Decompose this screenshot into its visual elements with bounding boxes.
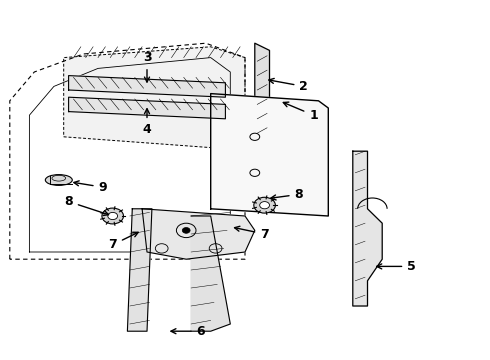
Polygon shape <box>211 94 328 216</box>
Text: 2: 2 <box>269 78 308 93</box>
Polygon shape <box>191 216 230 331</box>
Text: 1: 1 <box>283 102 318 122</box>
Text: 9: 9 <box>74 181 107 194</box>
Text: 7: 7 <box>235 226 269 240</box>
Polygon shape <box>69 97 225 119</box>
Circle shape <box>182 228 190 233</box>
Text: 5: 5 <box>377 260 416 273</box>
Polygon shape <box>142 209 255 259</box>
Text: 6: 6 <box>171 325 205 338</box>
Ellipse shape <box>45 175 73 185</box>
Circle shape <box>102 208 123 224</box>
Circle shape <box>260 202 270 209</box>
Text: 8: 8 <box>271 188 303 201</box>
Text: 8: 8 <box>64 195 109 216</box>
Text: 4: 4 <box>143 109 151 136</box>
Text: 7: 7 <box>108 232 138 251</box>
Polygon shape <box>64 47 245 148</box>
Circle shape <box>254 197 275 213</box>
Circle shape <box>108 212 118 220</box>
Polygon shape <box>69 76 225 97</box>
Polygon shape <box>127 209 152 331</box>
Polygon shape <box>353 151 382 306</box>
Polygon shape <box>255 43 270 137</box>
Text: 3: 3 <box>143 51 151 82</box>
